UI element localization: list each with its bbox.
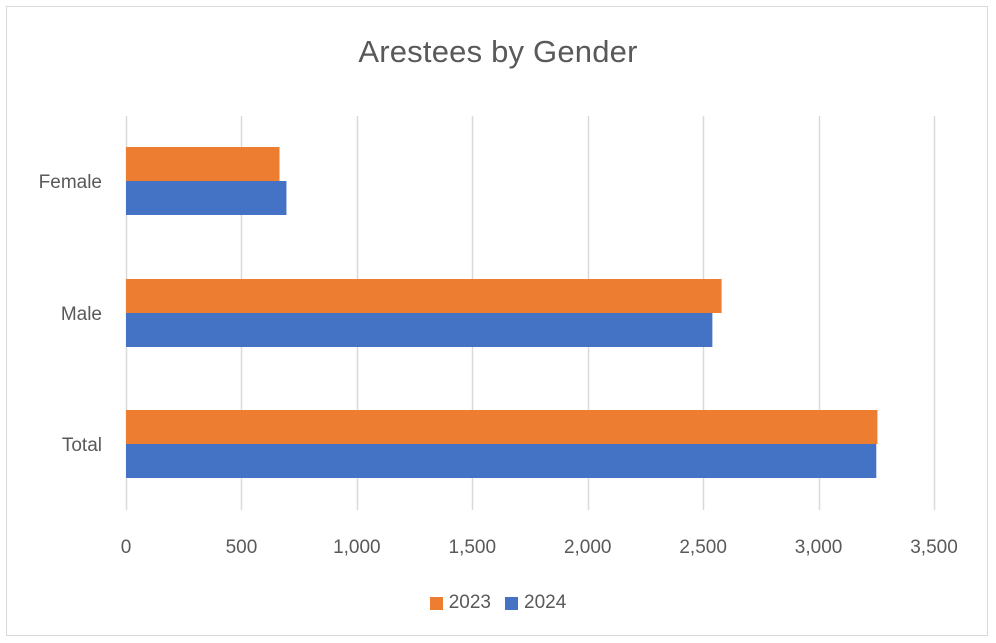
legend-item-2023: 2023 bbox=[429, 592, 491, 614]
bar-total-2024 bbox=[126, 444, 877, 478]
bar-male-2023 bbox=[126, 279, 722, 313]
x-tick-label: 1,500 bbox=[449, 537, 497, 558]
legend-label-2024: 2024 bbox=[524, 592, 567, 613]
x-tick-label: 0 bbox=[121, 537, 132, 558]
legend: 2023 2024 bbox=[0, 592, 996, 614]
legend-swatch-2024 bbox=[505, 596, 518, 610]
legend-swatch-2023 bbox=[429, 596, 443, 610]
y-category-label: Male bbox=[61, 304, 102, 325]
x-tick-label: 2,000 bbox=[564, 537, 612, 558]
y-category-label: Female bbox=[39, 172, 102, 193]
x-tick-label: 3,000 bbox=[795, 537, 843, 558]
x-tick-label: 500 bbox=[226, 537, 258, 558]
bar-female-2023 bbox=[126, 147, 280, 181]
chart-title: Arestees by Gender bbox=[358, 34, 638, 69]
y-category-label: Total bbox=[62, 435, 102, 456]
bar-male-2024 bbox=[126, 313, 713, 347]
x-tick-label: 3,500 bbox=[910, 537, 958, 558]
legend-label-2023: 2023 bbox=[448, 592, 491, 613]
bar-total-2023 bbox=[126, 410, 878, 444]
bar-female-2024 bbox=[126, 181, 287, 215]
x-tick-label: 2,500 bbox=[679, 537, 727, 558]
legend-item-2024: 2024 bbox=[505, 592, 566, 614]
x-tick-label: 1,000 bbox=[333, 537, 381, 558]
